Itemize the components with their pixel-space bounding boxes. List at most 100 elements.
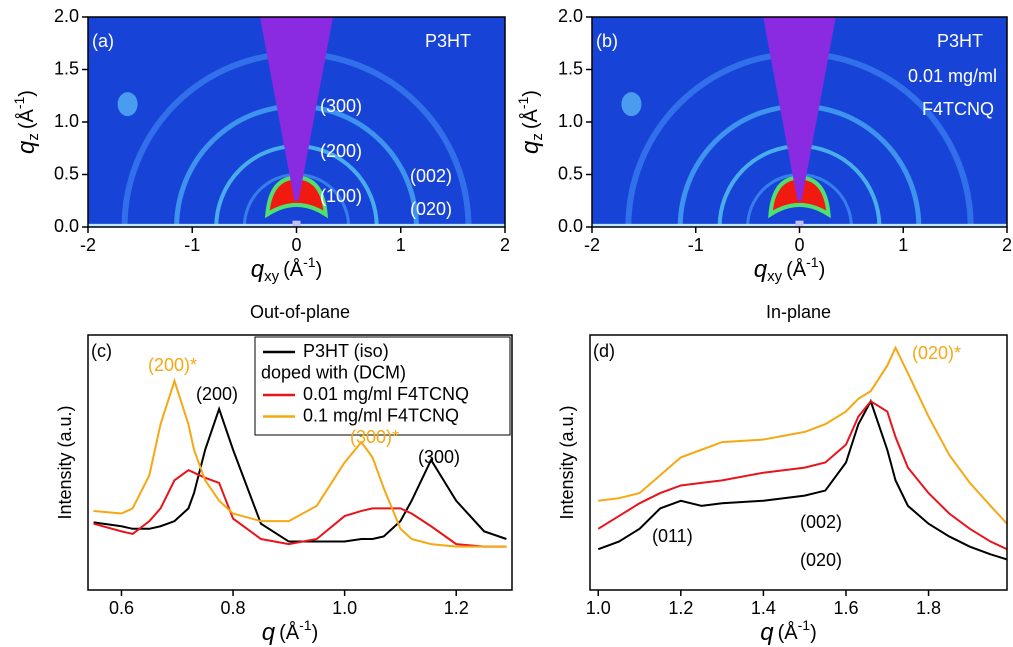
axis-unit: (Å: [786, 258, 807, 281]
axis-superscript: -1: [515, 96, 531, 109]
annotation: (200): [320, 141, 362, 161]
plot-frame: [87, 334, 513, 591]
legend-label: P3HT (iso): [303, 341, 389, 361]
axis-unit: (Å: [279, 621, 300, 644]
x-tick-label: 1.0: [332, 598, 357, 618]
axis-superscript: -1: [299, 617, 312, 633]
x-tick-label: -1: [688, 235, 704, 255]
y-axis-label: Intensity (a.u.): [55, 405, 75, 519]
y-tick-label: 1.0: [558, 111, 583, 131]
legend-note: doped with (DCM): [261, 362, 406, 382]
axis-label: qxy (Å-1): [251, 254, 322, 285]
axis-superscript: -1: [303, 254, 316, 270]
axis-unit-close: ): [520, 90, 542, 97]
axis-subscript: xy: [264, 268, 280, 285]
data-line: [93, 377, 507, 548]
axis-superscript: -1: [798, 617, 811, 633]
y-tick-label: 2.0: [54, 6, 79, 26]
legend-label: 0.01 mg/ml F4TCNQ: [303, 384, 469, 404]
axis-unit: (Å: [15, 108, 38, 129]
axis-symbol: q: [754, 256, 768, 283]
axis-label: q (Å-1): [760, 617, 816, 647]
spot: [621, 92, 642, 117]
axis-unit: (Å: [778, 621, 799, 644]
annotation: (300)*: [350, 427, 399, 447]
axis-symbol: q: [517, 140, 544, 154]
axis-subscript: z: [25, 133, 42, 141]
x-tick-label: 0: [794, 235, 804, 255]
x-tick-label: 1.4: [751, 598, 776, 618]
beamstop-wedge: [260, 17, 333, 201]
axis-unit-close: ): [312, 622, 319, 644]
axis-unit: (Å: [283, 258, 304, 281]
x-tick-label: 1: [396, 235, 406, 255]
y-tick-label: 0.0: [558, 216, 583, 236]
spot: [117, 92, 138, 117]
y-tick-label: 2.0: [558, 6, 583, 26]
x-tick-label: 1.6: [833, 598, 858, 618]
annotation: (020)*: [912, 343, 961, 363]
data-line: [598, 345, 1007, 525]
axis-symbol: q: [262, 619, 276, 646]
annotation: F4TCNQ: [922, 99, 994, 119]
x-tick-label: 1.0: [586, 598, 611, 618]
annotation: (020): [800, 550, 842, 570]
annotation: (300): [418, 447, 460, 467]
panel-title: Out-of-plane: [250, 302, 350, 322]
beam-center: [292, 220, 301, 227]
axis-label: qz (Å-1): [11, 90, 42, 154]
annotation: P3HT: [937, 31, 983, 51]
x-tick-label: -2: [584, 235, 600, 255]
data-line: [93, 468, 507, 548]
axis-superscript: -1: [11, 96, 27, 109]
axis-unit-close: ): [810, 622, 817, 644]
annotation: (200)*: [148, 355, 197, 375]
data-line: [93, 405, 507, 543]
axis-subscript: z: [529, 133, 546, 141]
beamstop-wedge: [763, 17, 836, 201]
y-tick-label: 1.5: [558, 58, 583, 78]
panel-label: (b): [596, 31, 618, 51]
axis-superscript: -1: [806, 254, 819, 270]
x-tick-label: 1.2: [444, 598, 469, 618]
scattering-image: [88, 17, 505, 227]
x-tick-label: 1.2: [668, 598, 693, 618]
annotation: (300): [320, 96, 362, 116]
annotation: 0.01 mg/ml: [908, 66, 997, 86]
y-tick-label: 0.5: [54, 163, 79, 183]
annotation: P3HT: [425, 31, 471, 51]
axis-unit-close: ): [316, 259, 323, 281]
axis-symbol: q: [251, 256, 265, 283]
annotation: (020): [410, 199, 452, 219]
axis-unit: (Å: [519, 108, 542, 129]
axis-unit-close: ): [819, 259, 826, 281]
axis-subscript: xy: [767, 268, 783, 285]
beam-center: [795, 220, 804, 227]
y-axis-label: Intensity (a.u.): [557, 405, 577, 519]
annotation: (011): [652, 526, 693, 546]
legend-box: [254, 336, 511, 436]
y-tick-label: 0.0: [54, 216, 79, 236]
x-tick-label: 1: [898, 235, 908, 255]
x-tick-label: 2: [500, 235, 510, 255]
plot-frame: [589, 334, 1008, 591]
panel-title: In-plane: [766, 302, 831, 322]
annotation: (002): [800, 512, 842, 532]
annotation: (200): [196, 384, 238, 404]
y-tick-label: 1.0: [54, 111, 79, 131]
axis-label: qz (Å-1): [515, 90, 546, 154]
x-tick-label: 0.8: [221, 598, 246, 618]
axis-unit-close: ): [16, 90, 38, 97]
x-tick-label: 2: [1002, 235, 1012, 255]
panel-label: (c): [91, 341, 112, 361]
y-tick-label: 0.5: [558, 163, 583, 183]
x-tick-label: -2: [80, 235, 96, 255]
legend-label: 0.1 mg/ml F4TCNQ: [303, 405, 459, 425]
x-tick-label: -1: [184, 235, 200, 255]
scattering-image: [592, 17, 1007, 227]
annotation: (002): [410, 166, 452, 186]
axis-symbol: q: [13, 140, 40, 154]
x-tick-label: 0.6: [109, 598, 134, 618]
axis-label: qxy (Å-1): [754, 254, 825, 285]
